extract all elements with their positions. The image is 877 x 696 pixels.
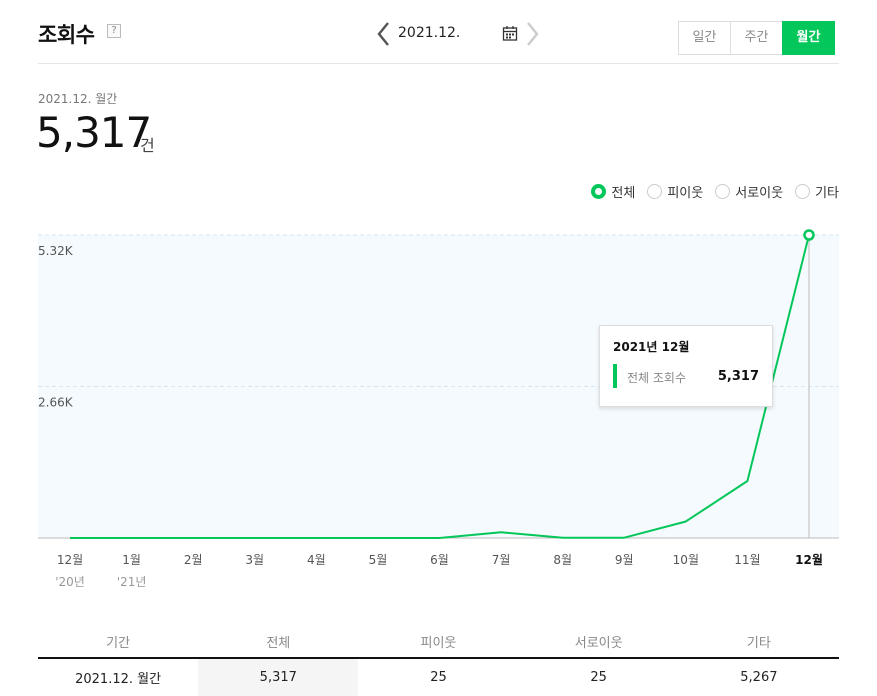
cell-period: 2021.12. 월간 bbox=[75, 672, 162, 687]
current-date-label: 2021.12. bbox=[398, 25, 461, 41]
cell-other: 5,267 bbox=[740, 670, 778, 685]
filter-other[interactable]: 기타 bbox=[795, 182, 839, 201]
calendar-icon[interactable] bbox=[502, 25, 518, 41]
chart-tooltip: 2021년 12월 전체 조회수 5,317 bbox=[599, 325, 773, 407]
tooltip-label: 전체 조회수 bbox=[627, 371, 687, 385]
x-tick-label: 12월 bbox=[795, 552, 823, 567]
x-tick-label: 12월 bbox=[57, 553, 83, 567]
x-tick-label: 8월 bbox=[553, 553, 572, 567]
x-tick-label: 2월 bbox=[184, 553, 203, 567]
tooltip-title: 2021년 12월 bbox=[613, 340, 690, 354]
data-point-highlight bbox=[803, 229, 815, 241]
radio-icon[interactable] bbox=[795, 184, 811, 199]
x-tick-label: 11월 bbox=[734, 553, 760, 567]
filter-mutual-neighbor[interactable]: 서로이웃 bbox=[715, 182, 783, 201]
x-tick-label: 7월 bbox=[492, 553, 511, 567]
series-filter: 전체 피이웃 서로이웃 기타 bbox=[579, 182, 839, 201]
summary-value: 5,317 bbox=[36, 108, 152, 157]
x-tick-sublabel: '20년 bbox=[55, 575, 85, 589]
page-title: 조회수 bbox=[38, 23, 95, 47]
tab-daily[interactable]: 일간 bbox=[678, 21, 731, 55]
filter-label: 전체 bbox=[611, 186, 636, 201]
table-header-row: 기간 전체 피이웃 서로이웃 기타 bbox=[38, 625, 839, 659]
y-tick-label: 5.32K bbox=[38, 244, 74, 258]
x-tick-label: 1월 bbox=[122, 553, 141, 567]
summary-unit: 건 bbox=[140, 136, 155, 155]
tab-weekly[interactable]: 주간 bbox=[730, 21, 783, 55]
chevron-left-icon[interactable] bbox=[374, 20, 394, 48]
help-icon[interactable]: ? bbox=[107, 24, 121, 38]
table-row: 2021.12. 월간 5,317 25 25 5,267 bbox=[38, 658, 839, 696]
x-tick-label: 3월 bbox=[245, 553, 264, 567]
x-tick-label: 9월 bbox=[615, 553, 634, 567]
summary-period: 2021.12. 월간 bbox=[38, 92, 118, 106]
radio-icon[interactable] bbox=[715, 184, 731, 199]
stats-table: 기간 전체 피이웃 서로이웃 기타 2021.12. 월간 5,317 25 2… bbox=[38, 625, 839, 696]
x-tick-label: 10월 bbox=[673, 553, 699, 567]
filter-all[interactable]: 전체 bbox=[591, 182, 635, 201]
radio-icon[interactable] bbox=[591, 184, 607, 199]
views-line-chart: 5.32K 2.66K 12월 '20년 1월 '21년 2월 3월 4월 5월 6월 7월 8월 9월 1… bbox=[38, 229, 839, 589]
series-line bbox=[70, 234, 810, 539]
col-mutual-neighbor: 서로이웃 bbox=[518, 625, 679, 659]
stats-header: 조회수 ? 2021.12. 일간 주간 월간 bbox=[38, 0, 839, 64]
cell-mutual-neighbor: 25 bbox=[590, 670, 607, 685]
col-total: 전체 bbox=[198, 625, 359, 659]
x-tick-sublabel: '21년 bbox=[117, 575, 147, 589]
radio-icon[interactable] bbox=[647, 184, 663, 199]
chevron-right-icon[interactable] bbox=[522, 20, 542, 48]
col-other: 기타 bbox=[678, 625, 839, 659]
col-period: 기간 bbox=[38, 625, 199, 659]
tab-monthly[interactable]: 월간 bbox=[782, 21, 835, 55]
x-tick-label: 6월 bbox=[430, 553, 449, 567]
filter-neighbor[interactable]: 피이웃 bbox=[647, 182, 703, 201]
filter-label: 기타 bbox=[815, 186, 839, 201]
cell-total: 5,317 bbox=[198, 658, 359, 696]
filter-label: 피이웃 bbox=[667, 186, 704, 201]
x-tick-label: 4월 bbox=[307, 553, 326, 567]
tooltip-value: 5,317 bbox=[717, 369, 759, 384]
col-neighbor: 피이웃 bbox=[358, 625, 519, 659]
x-tick-label: 5월 bbox=[369, 553, 388, 567]
y-tick-label: 2.66K bbox=[38, 396, 74, 410]
cell-neighbor: 25 bbox=[430, 670, 447, 685]
tooltip-swatch bbox=[613, 364, 617, 388]
period-tabs: 일간 주간 월간 bbox=[678, 21, 835, 55]
filter-label: 서로이웃 bbox=[735, 186, 784, 201]
